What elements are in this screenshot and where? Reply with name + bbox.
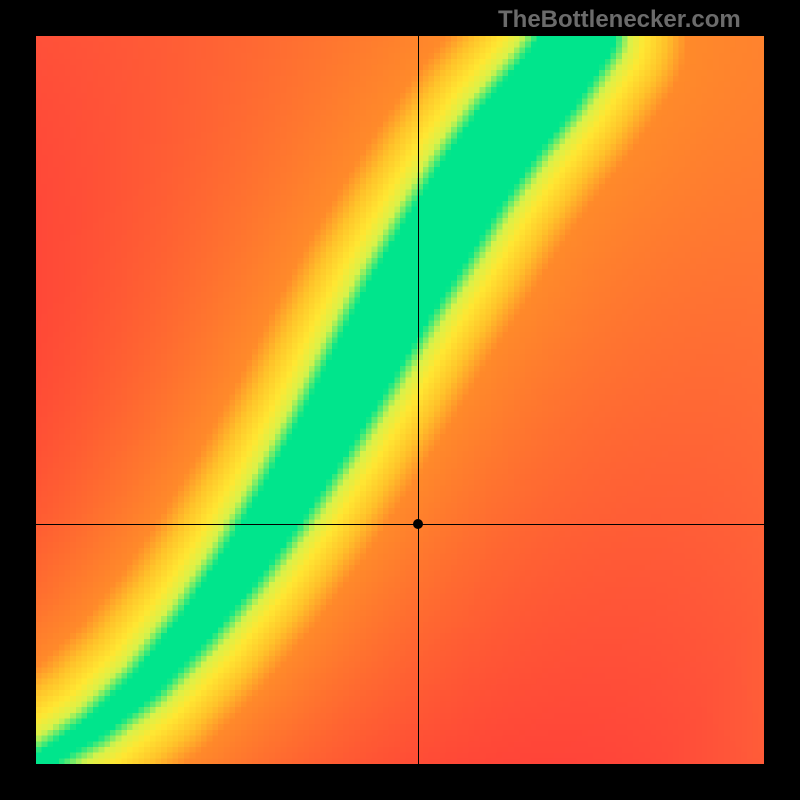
crosshair-horizontal [36, 524, 764, 525]
selection-marker [413, 519, 423, 529]
watermark-text: TheBottlenecker.com [498, 6, 741, 34]
crosshair-vertical [418, 36, 419, 764]
bottleneck-heatmap [36, 36, 764, 764]
